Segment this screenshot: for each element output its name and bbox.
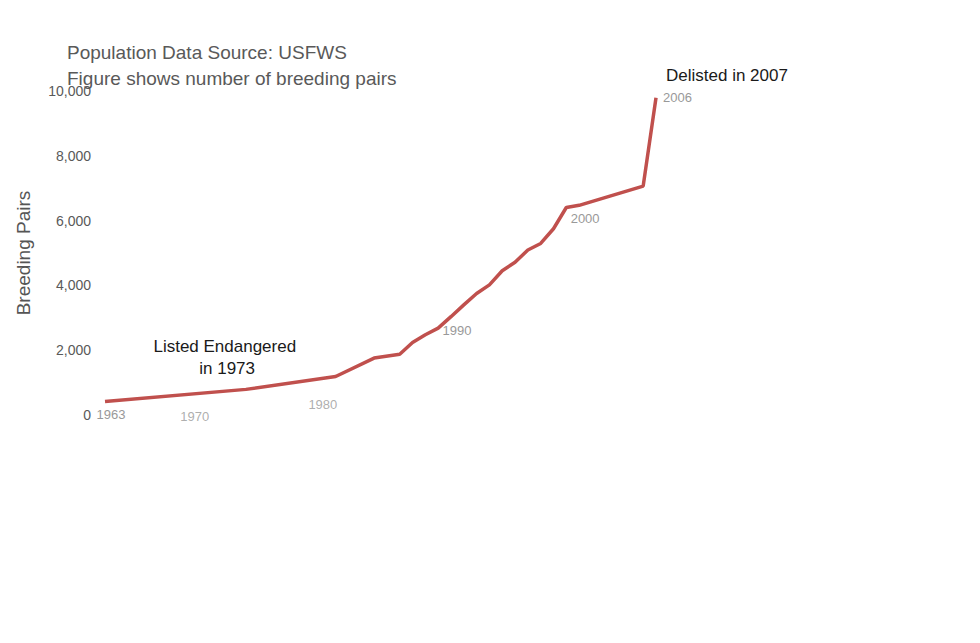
svg-text:1970: 1970: [180, 409, 209, 424]
svg-text:1980: 1980: [308, 397, 337, 412]
svg-text:8,000: 8,000: [56, 148, 91, 164]
svg-text:Listed Endangered: Listed Endangered: [153, 337, 300, 356]
svg-text:1990: 1990: [443, 323, 472, 338]
svg-text:in 1973: in 1973: [199, 359, 255, 378]
svg-text:0: 0: [83, 407, 91, 423]
svg-text:6,000: 6,000: [56, 213, 91, 229]
svg-text:4,000: 4,000: [56, 277, 91, 293]
svg-text:1963: 1963: [97, 407, 126, 422]
svg-text:10,000: 10,000: [48, 83, 91, 99]
svg-text:2006: 2006: [663, 90, 692, 105]
svg-text:2,000: 2,000: [56, 342, 91, 358]
svg-text:Figure shows number of breedin: Figure shows number of breeding pairs: [67, 68, 397, 89]
svg-text:Population Data Source: USFWS: Population Data Source: USFWS: [67, 42, 347, 63]
svg-text:Breeding Pairs: Breeding Pairs: [13, 191, 34, 316]
svg-text:2000: 2000: [571, 211, 600, 226]
svg-text:Delisted in 2007: Delisted in 2007: [666, 66, 788, 85]
